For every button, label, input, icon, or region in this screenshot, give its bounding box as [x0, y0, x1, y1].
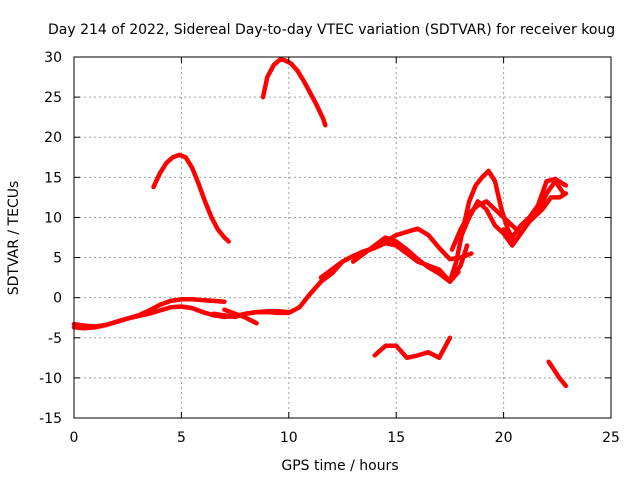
series-arc-d [211, 226, 474, 320]
x-tick-label: 25 [602, 430, 620, 446]
grid-layer [74, 57, 611, 418]
x-tick-label: 15 [387, 430, 405, 446]
series-arc-k [449, 199, 524, 252]
series-arc-l [458, 179, 566, 248]
x-axis-label: GPS time / hours [281, 458, 398, 474]
y-tick-label: 20 [44, 130, 62, 146]
y-tick-label: -5 [48, 331, 62, 347]
y-tick-label: 10 [44, 210, 62, 226]
series-arc-h [350, 235, 461, 284]
y-tick-label: -15 [39, 411, 62, 427]
series-arc-f [260, 57, 328, 128]
series-arc-n [522, 191, 569, 228]
y-tick-label: 30 [44, 50, 62, 66]
tick-layer: 0 5 10 15 20 25 -15 -10 -5 0 5 10 15 20 25 30 [39, 50, 620, 446]
y-tick-label: 5 [53, 251, 62, 267]
y-axis-label: SDTVAR / TECUs [6, 181, 22, 296]
chart-title: Day 214 of 2022, Sidereal Day-to-day VTE… [48, 22, 615, 38]
x-tick-label: 10 [280, 430, 298, 446]
y-tick-label: 15 [44, 170, 62, 186]
x-tick-label: 0 [70, 430, 79, 446]
x-tick-label: 5 [177, 430, 186, 446]
series-layer [71, 57, 569, 389]
x-tick-label: 20 [495, 430, 513, 446]
series-arc-o [546, 359, 569, 389]
y-tick-label: 25 [44, 90, 62, 106]
y-tick-label: 0 [53, 291, 62, 307]
series-arc-i [372, 335, 453, 361]
y-tick-label: -10 [39, 371, 62, 387]
series-arc-m [501, 176, 569, 240]
series-arc-c [151, 152, 231, 244]
plot-frame [73, 56, 612, 419]
series-arc-e [222, 307, 259, 326]
